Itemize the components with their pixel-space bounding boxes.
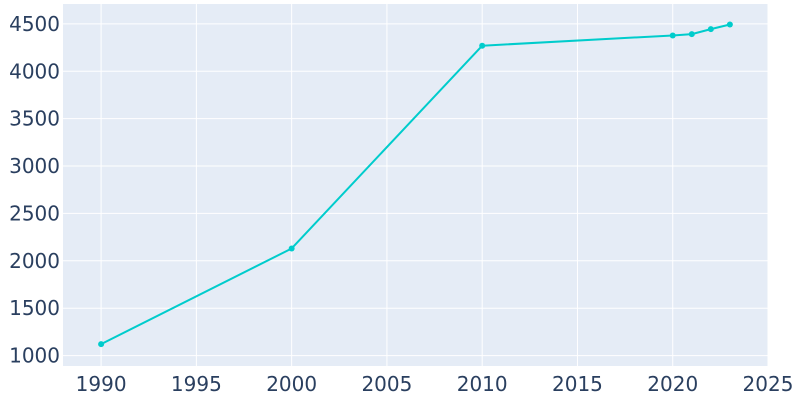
x-tick-label: 2015	[552, 372, 603, 396]
y-axis-ticks: 1000 1500 2000 2500 3000 3500 4000 4500	[9, 12, 60, 368]
y-tick-label: 1000	[9, 344, 60, 368]
y-tick-label: 3500	[9, 107, 60, 131]
y-tick-label: 2000	[9, 249, 60, 273]
y-tick-label: 2500	[9, 201, 60, 225]
data-point	[688, 31, 695, 38]
data-point	[707, 26, 714, 33]
grid-lines	[63, 4, 769, 366]
data-point	[669, 32, 676, 39]
y-tick-label: 4000	[9, 59, 60, 83]
plot-background	[63, 4, 768, 366]
series-group	[98, 21, 733, 348]
x-tick-label: 1995	[171, 372, 222, 396]
data-point	[98, 341, 105, 348]
data-point	[288, 245, 295, 252]
x-tick-label: 2005	[361, 372, 412, 396]
x-tick-label: 2010	[457, 372, 508, 396]
x-tick-label: 1990	[76, 372, 127, 396]
data-point	[479, 42, 486, 49]
x-axis-ticks: 1990 1995 2000 2005 2010 2015 2020 2025	[76, 372, 794, 396]
y-tick-label: 4500	[9, 12, 60, 36]
y-tick-label: 3000	[9, 154, 60, 178]
y-tick-label: 1500	[9, 296, 60, 320]
x-tick-label: 2025	[743, 372, 794, 396]
x-tick-label: 2000	[266, 372, 317, 396]
data-point	[726, 21, 733, 28]
x-tick-label: 2020	[647, 372, 698, 396]
